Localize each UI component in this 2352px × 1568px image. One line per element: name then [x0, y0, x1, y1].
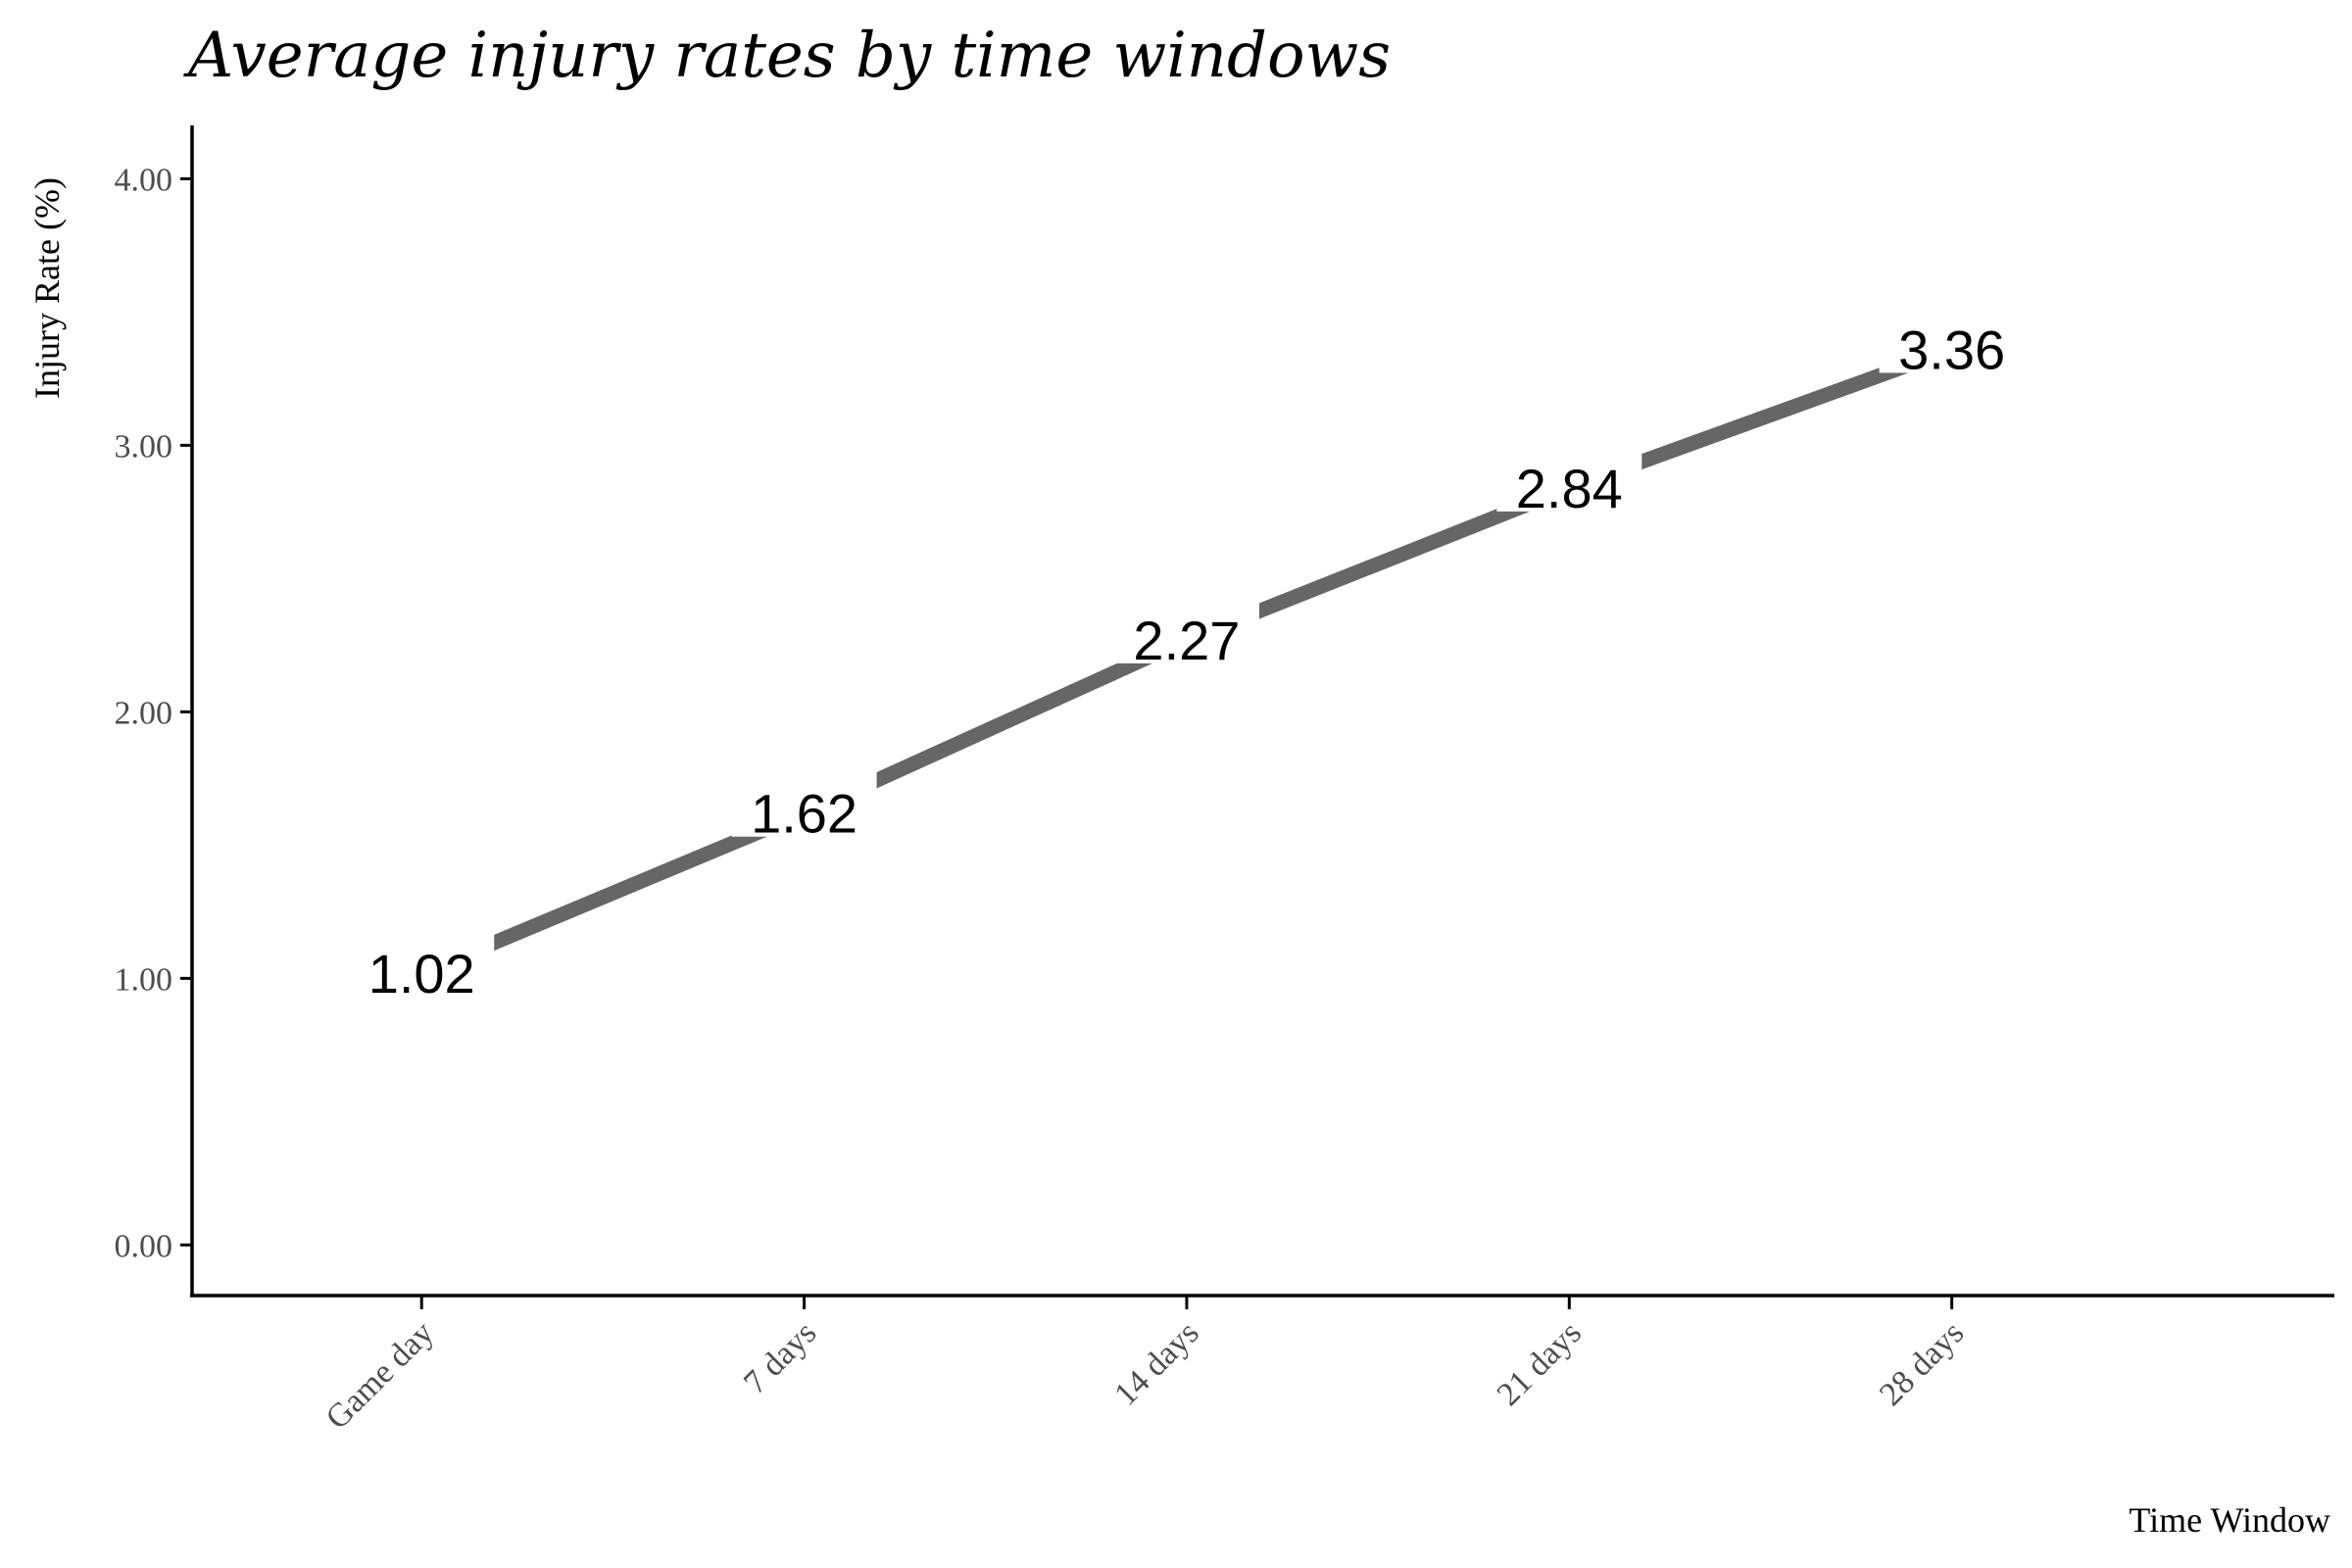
x-ticks: Game day 7 days 14 days 21 days 28 days: [319, 1296, 1971, 1437]
data-label-background: [731, 769, 877, 837]
data-label-background: [1879, 306, 2025, 373]
data-labels: 1.02 1.62 2.27 2.84 3.36: [349, 306, 2025, 1004]
y-tick-label: 1.00: [115, 961, 173, 998]
y-tick-label: 0.00: [115, 1228, 173, 1264]
y-tick-label: 2.00: [115, 695, 173, 731]
x-tick-label: 28 days: [1873, 1314, 1971, 1412]
x-tick-label: Game day: [319, 1314, 441, 1436]
data-label-background: [1496, 444, 1642, 512]
y-tick-label: 4.00: [115, 162, 173, 198]
y-tick-label: 3.00: [115, 428, 173, 465]
data-label: 2.27: [1133, 610, 1240, 671]
y-ticks: 0.00 1.00 2.00 3.00 4.00: [115, 162, 192, 1264]
x-tick-label: 7 days: [737, 1314, 823, 1400]
data-label: 3.36: [1898, 318, 2005, 380]
data-label: 2.84: [1516, 458, 1623, 519]
data-label: 1.02: [368, 943, 475, 1004]
data-label: 1.62: [751, 783, 858, 845]
chart-title: Average injury rates by time windows: [183, 20, 1391, 92]
x-tick-label: 21 days: [1491, 1314, 1589, 1412]
axes: [190, 125, 2334, 1298]
x-tick-label: 14 days: [1107, 1314, 1205, 1412]
data-label-background: [349, 929, 495, 997]
data-label-background: [1113, 596, 1259, 663]
x-axis-label: Time Window: [2129, 1500, 2330, 1540]
y-axis-label: Injury Rate (%): [27, 177, 67, 399]
